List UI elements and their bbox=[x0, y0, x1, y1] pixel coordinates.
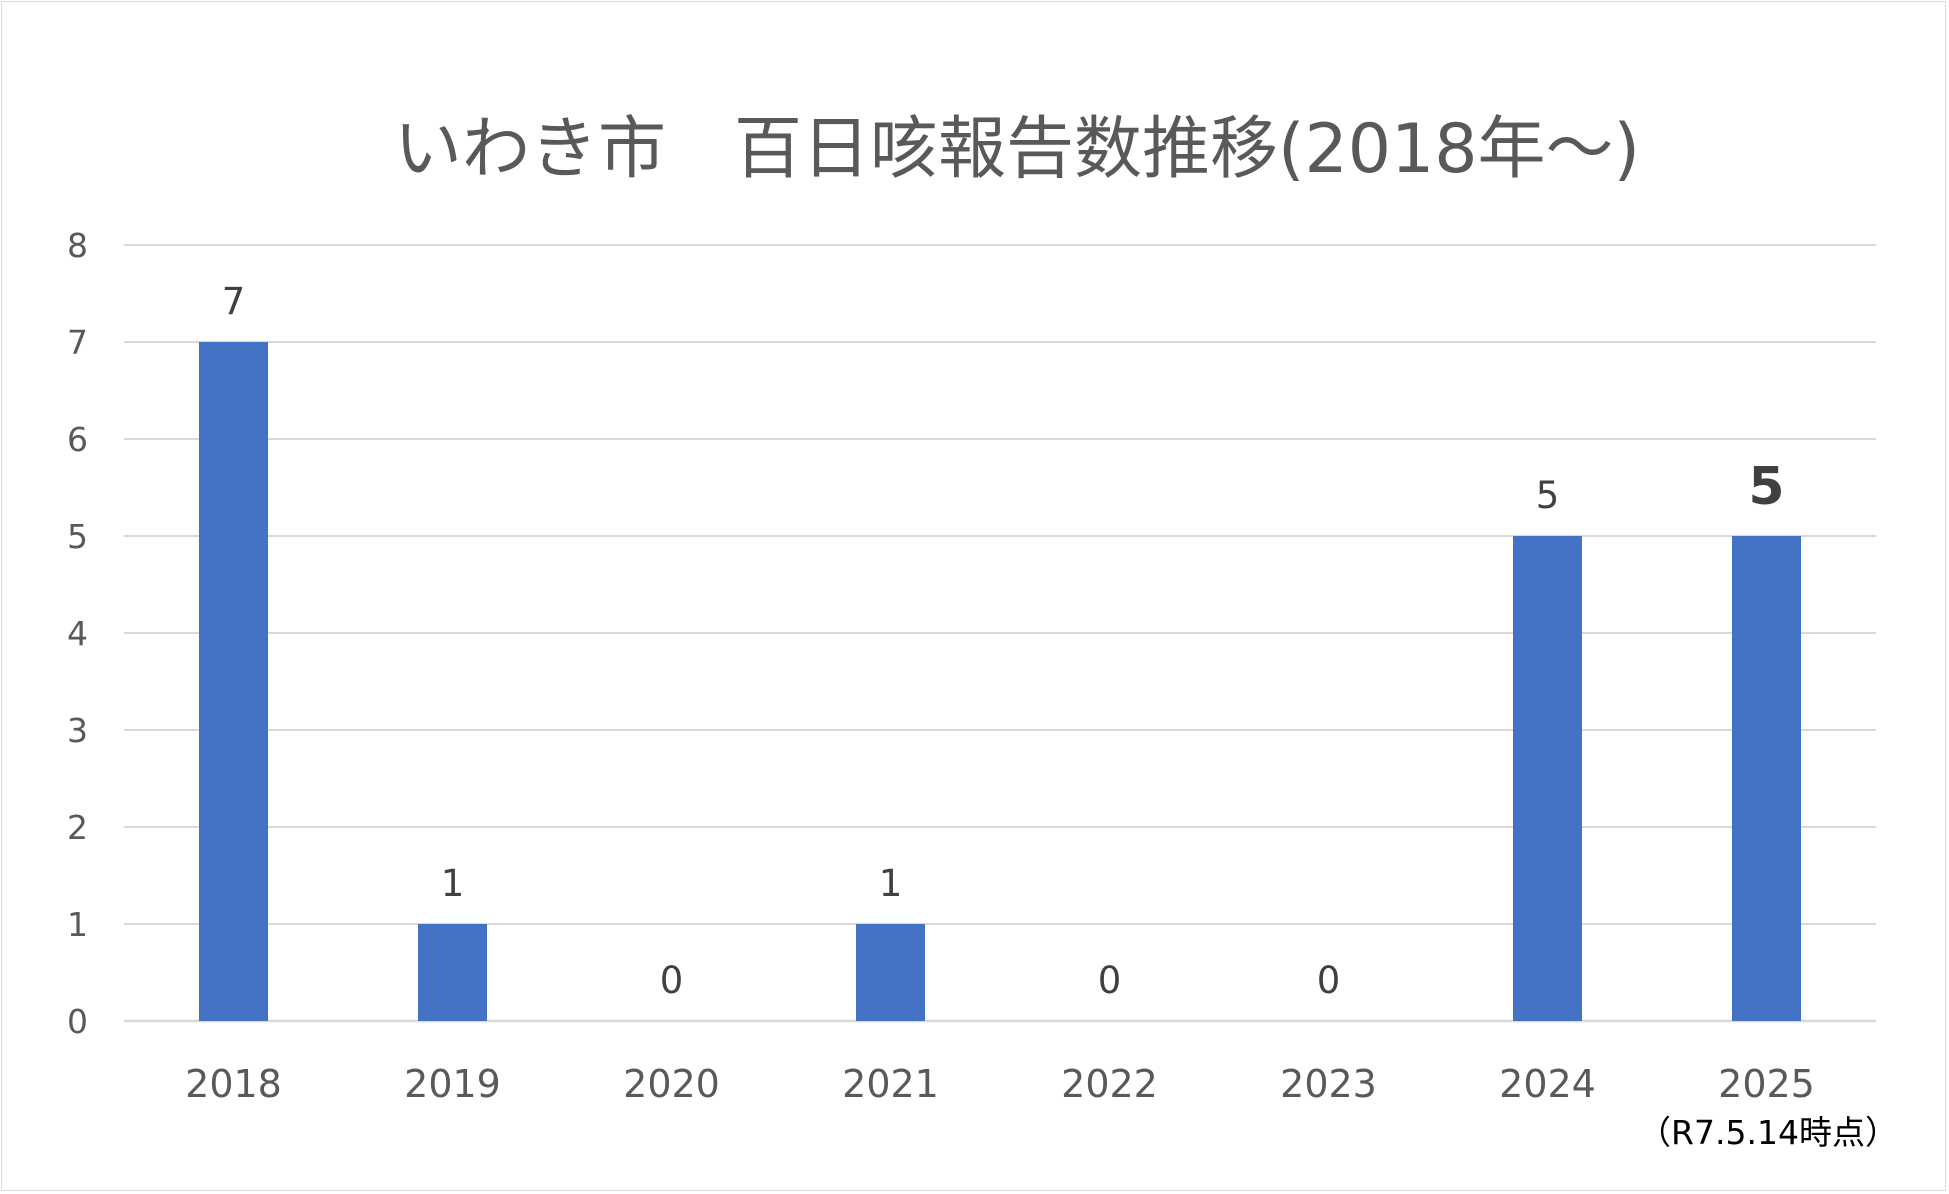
y-tick-label-1: 1 bbox=[67, 905, 88, 944]
chart-title: いわき市 百日咳報告数推移(2018年～) bbox=[394, 110, 1640, 189]
data-label-2019: 1 bbox=[441, 862, 465, 905]
data-label-2021: 1 bbox=[879, 862, 903, 905]
x-tick-label-2025: 2025 bbox=[1718, 1062, 1815, 1106]
x-tick-label-2018: 2018 bbox=[185, 1062, 282, 1106]
bar-2018 bbox=[199, 342, 268, 1021]
x-tick-label-2022: 2022 bbox=[1061, 1062, 1158, 1106]
x-tick-label-2021: 2021 bbox=[842, 1062, 939, 1106]
gridlines bbox=[124, 244, 1876, 1023]
y-tick-label-6: 6 bbox=[67, 420, 88, 459]
x-tick-label-2019: 2019 bbox=[404, 1062, 501, 1106]
data-label-2022: 0 bbox=[1098, 959, 1122, 1002]
data-label-2020: 0 bbox=[660, 959, 684, 1002]
data-label-2024: 5 bbox=[1536, 474, 1560, 517]
y-tick-label-2: 2 bbox=[67, 808, 88, 847]
y-tick-label-7: 7 bbox=[67, 323, 88, 362]
chart-note: （R7.5.14時点） bbox=[1638, 1113, 1898, 1152]
x-axis-category-labels: 2018 2019 2020 2021 2022 2023 2024 2025 bbox=[185, 1062, 1815, 1106]
x-tick-label-2023: 2023 bbox=[1280, 1062, 1377, 1106]
data-label-2018: 7 bbox=[222, 280, 246, 323]
y-tick-label-8: 8 bbox=[67, 226, 88, 265]
data-label-2023: 0 bbox=[1317, 959, 1341, 1002]
y-tick-label-5: 5 bbox=[67, 517, 88, 556]
data-label-2025: 5 bbox=[1748, 457, 1784, 517]
y-tick-label-3: 3 bbox=[67, 711, 88, 750]
bar-2025 bbox=[1732, 536, 1801, 1021]
x-tick-label-2024: 2024 bbox=[1499, 1062, 1596, 1106]
data-labels: 7 1 0 1 0 0 5 5 bbox=[222, 280, 1785, 1002]
bar-2021 bbox=[856, 924, 925, 1021]
y-tick-label-4: 4 bbox=[67, 614, 88, 653]
x-tick-label-2020: 2020 bbox=[623, 1062, 720, 1106]
y-tick-label-0: 0 bbox=[67, 1002, 88, 1041]
bar-2024 bbox=[1513, 536, 1582, 1021]
bar-2019 bbox=[418, 924, 487, 1021]
bar-series bbox=[199, 342, 1801, 1021]
y-axis-tick-labels: 0 1 2 3 4 5 6 7 8 bbox=[67, 226, 88, 1041]
